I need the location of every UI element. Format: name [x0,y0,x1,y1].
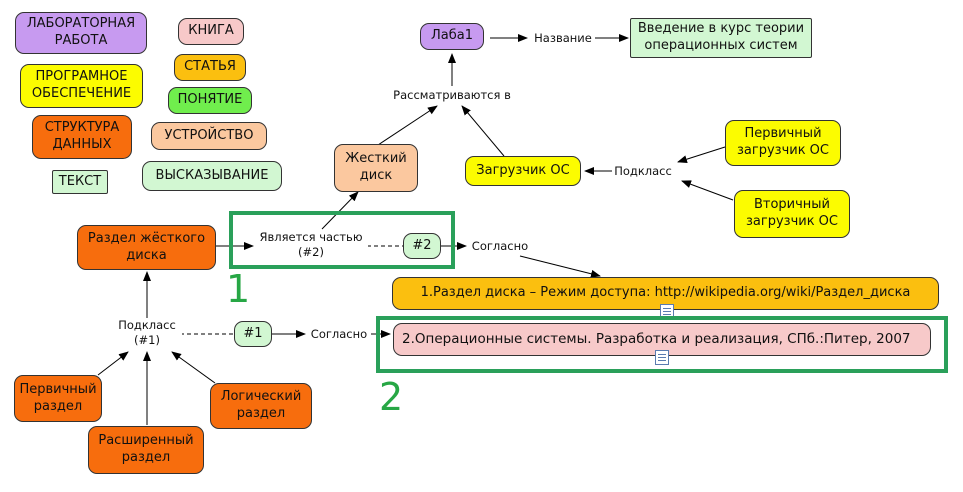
label-according-2: Согласно [469,239,531,254]
edge-primpart-subclass [97,351,129,376]
label-considered: Рассматриваются в [386,88,518,103]
legend-lab: ЛАБОРАТОРНАЯ РАБОТА [15,12,147,54]
node-primary-loader: Первичный загрузчик ОС [725,120,841,166]
label-is-part: Является частью (#2) [254,230,368,260]
label-name: Название [531,31,595,46]
annotation-number-1: 1 [226,267,251,311]
legend-book: КНИГА [178,18,244,45]
node-loader: Загрузчик ОС [465,156,581,186]
label-subclass-top: Подкласс [612,164,674,179]
legend-program: ПРОГРАМНОЕ ОБЕСПЕЧЕНИЕ [20,64,143,108]
edge-ispart-hdd [321,191,359,230]
document-icon[interactable] [655,350,669,365]
label-subclass-left: Подкласс (#1) [112,318,182,348]
node-partition: Раздел жёсткого диска [77,225,216,270]
node-extended-partition: Расширенный раздел [88,426,204,474]
legend-article: СТАТЬЯ [174,54,246,81]
edge-secondary-subclass [681,180,734,201]
node-primary-partition: Первичный раздел [14,375,102,422]
label-according-1: Согласно [307,327,371,342]
ref-1: 1.Раздел диска – Режим доступа: http://w… [392,277,939,310]
node-laba1: Лаба1 [420,23,484,50]
node-intro: Введение в курс теории операционных сист… [630,18,812,58]
node-hdd: Жесткий диск [334,144,418,192]
node-logical-partition: Логический раздел [210,383,312,429]
badge-1: #1 [234,321,272,347]
badge-2: #2 [403,233,441,259]
edge-according-ref1 [519,255,601,278]
legend-text: ТЕКСТ [52,170,108,194]
edge-primary-subclass [677,146,726,164]
edge-hdd-considered [377,105,438,146]
edge-logpart-subclass [171,351,216,384]
highlight-box-1 [229,211,455,269]
node-secondary-loader: Вторичный загрузчик ОС [734,190,850,238]
legend-structure: СТРУКТУРА ДАННЫХ [32,115,132,159]
edge-loader-considered [461,105,505,157]
annotation-number-2: 2 [379,375,404,419]
legend-statement: ВЫСКАЗЫВАНИЕ [142,161,282,191]
legend-device: УСТРОЙСТВО [151,122,267,150]
legend-concept: ПОНЯТИЕ [168,87,252,114]
highlight-box-2 [376,316,948,373]
document-icon[interactable] [660,304,674,319]
